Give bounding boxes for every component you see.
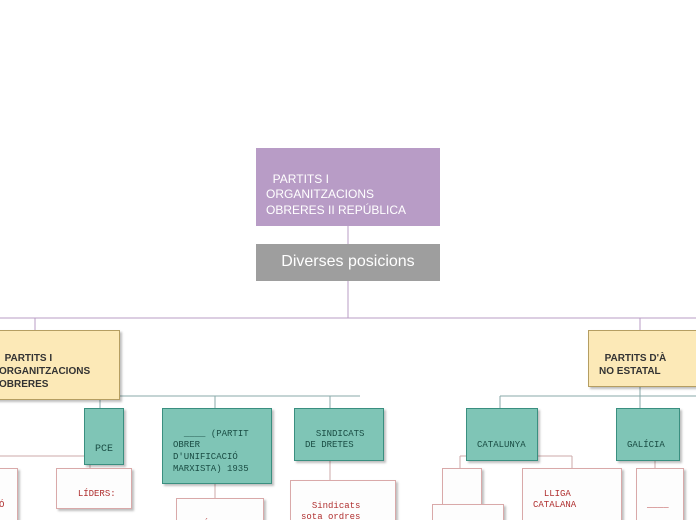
node-diverses[interactable]: Diverses posicions: [256, 244, 440, 281]
node-blank-left-label: Ó: [0, 500, 4, 510]
node-right-header[interactable]: PARTITS D'À NO ESTATAL: [588, 330, 696, 387]
node-poum-label: ____ (PARTIT OBRER D'UNIFICACIÓ MARXISTA…: [173, 429, 254, 474]
node-pce[interactable]: PCE: [84, 408, 124, 465]
node-blank-left[interactable]: Ó: [0, 468, 18, 520]
node-sindicats-text[interactable]: Sindicats sota ordres patronals.: [290, 480, 396, 520]
node-gal-blank-label: ____: [647, 500, 669, 510]
node-right-header-label: PARTITS D'À NO ESTATAL: [599, 353, 666, 377]
node-sindicats[interactable]: SINDICATS DE DRETES: [294, 408, 384, 461]
node-pce-label: PCE: [95, 444, 113, 455]
node-liders-pce[interactable]: LÍDERS:: [56, 468, 132, 509]
node-poum[interactable]: ____ (PARTIT OBRER D'UNIFICACIÓ MARXISTA…: [162, 408, 272, 484]
node-galicia-label: GALÍCIA: [627, 440, 665, 450]
node-catalunya-label: CATALUNYA: [477, 440, 526, 450]
node-root-label: PARTITS I ORGANITZACIONS OBRERES II REPÚ…: [266, 172, 406, 217]
node-lliga-label: LLIGA CATALANA: [533, 489, 576, 511]
node-diverses-label: Diverses posicions: [281, 252, 414, 273]
node-sindicats-label: SINDICATS DE DRETES: [305, 429, 370, 451]
node-left-header-label: PARTITS I ORGANITZACIONS OBRERES: [0, 353, 93, 390]
node-root[interactable]: PARTITS I ORGANITZACIONS OBRERES II REPÚ…: [256, 148, 440, 226]
node-liders-pce-label: LÍDERS:: [78, 489, 116, 499]
node-lliga[interactable]: LLIGA CATALANA: [522, 468, 622, 520]
node-lider-poum[interactable]: LÍDER:: [176, 498, 264, 520]
node-sindicats-text-label: Sindicats sota ordres patronals.: [301, 501, 366, 520]
node-galicia[interactable]: GALÍCIA: [616, 408, 680, 461]
node-gal-blank[interactable]: ____: [636, 468, 684, 520]
mindmap-canvas: PARTITS I ORGANITZACIONS OBRERES II REPÚ…: [0, 0, 696, 520]
node-liders-cat[interactable]: LÍDERS:: [432, 504, 504, 520]
node-catalunya[interactable]: CATALUNYA: [466, 408, 538, 461]
node-left-header[interactable]: PARTITS I ORGANITZACIONS OBRERES: [0, 330, 120, 400]
